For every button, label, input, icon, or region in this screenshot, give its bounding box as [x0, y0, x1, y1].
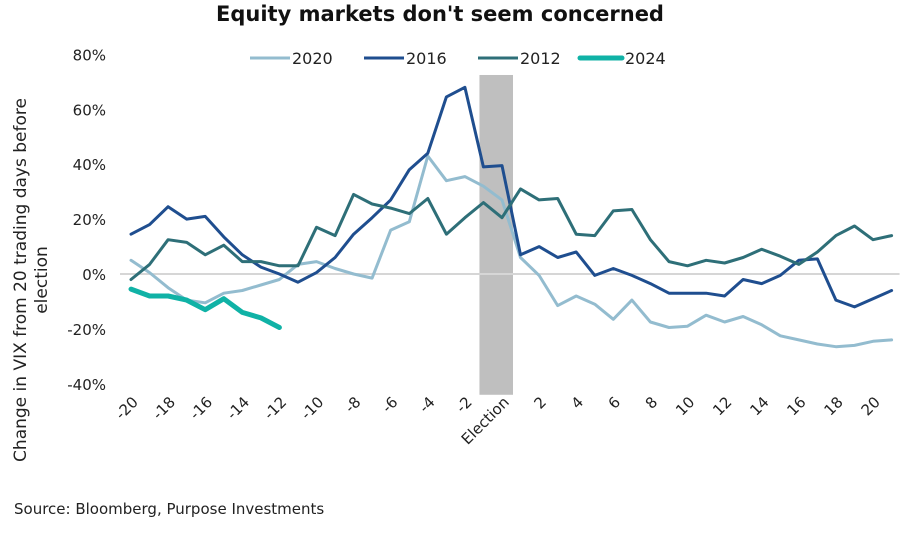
x-tick-label: 8: [642, 393, 661, 412]
series-line-2024: [128, 286, 282, 330]
x-tick-label: -4: [415, 393, 438, 416]
chart-title: Equity markets don't seem concerned: [216, 2, 664, 26]
series-line-2012: [129, 187, 894, 281]
x-tick-label: 6: [605, 393, 624, 412]
x-tick-label: 12: [709, 393, 735, 419]
x-tick-label: -18: [149, 393, 179, 423]
y-tick-label: -20%: [67, 321, 106, 339]
x-tick-label: 20: [858, 393, 884, 419]
x-tick-label: -20: [112, 393, 142, 423]
x-tick-label: 16: [783, 393, 809, 419]
y-tick-label: 20%: [73, 211, 106, 229]
x-tick-label: -12: [260, 393, 290, 423]
election-band: [479, 74, 513, 395]
legend-label: 2020: [292, 49, 333, 68]
y-tick-label: -40%: [67, 376, 106, 394]
x-tick-label: -16: [186, 393, 216, 423]
x-tick-label: -2: [452, 393, 475, 416]
x-tick-label: -8: [341, 393, 364, 416]
legend-label: 2016: [406, 49, 447, 68]
source-note: Source: Bloomberg, Purpose Investments: [14, 500, 325, 518]
y-tick-label: 80%: [73, 46, 106, 64]
legend-item-2016: 2016: [364, 49, 447, 68]
y-tick-label: 0%: [82, 266, 106, 284]
y-tick-label: 40%: [73, 156, 106, 174]
legend-label: 2012: [520, 49, 561, 68]
legend-item-2024: 2024: [577, 49, 666, 68]
x-tick-label: 14: [746, 393, 772, 419]
legend-item-2020: 2020: [250, 49, 333, 68]
y-tick-labels: 80% 60% 40% 20% 0% -20% -40%: [67, 46, 106, 393]
election-band-layer: [479, 74, 513, 395]
x-tick-label: -10: [297, 393, 327, 423]
legend-label: 2024: [625, 49, 666, 68]
legend: 2020 2016 2012 2024: [250, 49, 666, 68]
series-line-2016: [129, 85, 894, 309]
x-tick-label: 4: [568, 393, 587, 412]
x-tick-label: 18: [820, 393, 846, 419]
x-tick-label: 10: [672, 393, 698, 419]
x-tick-label: 2: [530, 393, 549, 412]
x-tick-label: -6: [378, 393, 401, 416]
x-tick-label: -14: [223, 393, 253, 423]
y-tick-label: 60%: [73, 101, 106, 119]
series-line-2020: [129, 154, 894, 349]
series-lines: [128, 85, 894, 349]
legend-item-2012: 2012: [478, 49, 561, 68]
